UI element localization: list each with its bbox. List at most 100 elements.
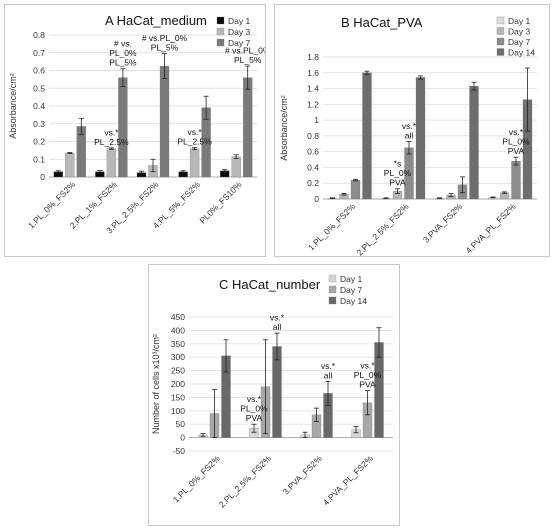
chart-b-y-tick-label: 1 (314, 115, 319, 125)
chart-c-legend-swatch (328, 285, 337, 294)
chart-a-y-tick-label: 0.4 (33, 101, 45, 111)
chart-a-legend-label: Day 3 (228, 27, 250, 37)
chart-b-bar (362, 72, 372, 200)
chart-panel-b: B HaCat_PVA 0 0.2 0.4 0.6 0.8 1 1.2 1.4 1.6 1.8 Abs… (274, 4, 550, 257)
chart-a-legend-swatch (216, 27, 225, 36)
chart-a-annotation: PL_5% (109, 58, 137, 68)
chart-a-y-tick-label: 0.1 (33, 154, 45, 164)
chart-a-annotation: PL_2.5% (177, 137, 212, 147)
chart-c-legend-swatch (328, 296, 337, 305)
chart-a-legend-label: Day 7 (228, 38, 250, 48)
chart-b-y-tick-label: 1.8 (307, 52, 319, 62)
chart-b-legend-label: Day 7 (508, 37, 530, 47)
chart-c-y-tick-label: 300 (171, 352, 185, 362)
chart-c-annotation: PL_0% (240, 404, 268, 414)
chart-b-annotation: all (405, 130, 414, 140)
chart-c-annotation: PVA (359, 380, 376, 390)
chart-b-annotation: *s (394, 159, 402, 169)
chart-b-y-tick-label: 0.2 (307, 178, 319, 188)
chart-a-annotation: # vs.PL_0% (142, 33, 188, 43)
chart-b-y-tick-label: 0.8 (307, 131, 319, 141)
chart-a-annotation: PL_5% (234, 55, 262, 65)
chart-b-svg: B HaCat_PVA 0 0.2 0.4 0.6 0.8 1 1.2 1.4 1.6 1.8 Abs… (279, 15, 537, 256)
chart-a-annotation: PL_2.5% (94, 137, 129, 147)
chart-b-y-tick-label: 0.4 (307, 162, 319, 172)
chart-c-y-tick-label: 200 (171, 379, 185, 389)
chart-a-y-tick-label: 0.5 (33, 83, 45, 93)
chart-b-x-tick-label: 2.PL_2.5%_FS2% (354, 201, 411, 256)
chart-b-annotation: PL_0% (384, 168, 412, 178)
chart-b-annotation: vs.* (509, 127, 524, 137)
chart-c-title: C HaCat_number (219, 277, 321, 292)
chart-a-bar (231, 156, 241, 178)
chart-b-legend-swatch (496, 48, 505, 56)
chart-b-bar (415, 77, 426, 200)
chart-b-legend-swatch (496, 37, 505, 46)
chart-b-annotation: PL_0% (502, 137, 530, 147)
chart-a-y-tick-label: 0.3 (33, 119, 45, 129)
chart-c-annotation: all (324, 370, 333, 380)
chart-a-annotation: PL_5% (151, 43, 179, 53)
chart-c-annotation: all (273, 322, 282, 332)
chart-panel-a: A HaCat_medium 0 0.1 0.2 0.3 0.4 0.5 0.6 0.7 0.8 A… (4, 4, 266, 257)
chart-a-bar (118, 77, 128, 178)
chart-b-legend-swatch (496, 27, 505, 35)
chart-a-annotation: vs.* (188, 127, 203, 137)
chart-c-y-tick-label: 450 (171, 312, 185, 322)
chart-c-legend-label: Day 7 (340, 285, 362, 295)
chart-a-svg: A HaCat_medium 0 0.1 0.2 0.3 0.4 0.5 0.6 0.7 0.8 A… (8, 13, 265, 236)
chart-a-bar (65, 152, 75, 178)
chart-a-y-tick-label: 0.6 (33, 66, 45, 76)
chart-a-legend-swatch (216, 16, 225, 25)
chart-b-x-tick-label: 4.PVA_PL_FS2% (464, 201, 518, 255)
chart-c-annotation: vs.* (360, 361, 375, 371)
chart-b-bar (350, 179, 361, 200)
chart-c-annotation: PL_0% (354, 370, 382, 380)
chart-b-y-axis-label: Absorbance/cm² (279, 95, 289, 161)
chart-c-annotation: vs.* (247, 394, 262, 404)
chart-a-x-tick-label: PL0%_FS10% (197, 179, 243, 225)
chart-panel-c: C HaCat_number -50 0 50 100 150 200 250 300 350 40… (148, 264, 400, 526)
chart-a-legend-swatch (216, 38, 225, 47)
chart-c-annotation: vs.* (270, 313, 285, 323)
chart-a-annotation: vs.* (104, 127, 119, 137)
chart-c-x-tick-label: 4.PVA_PL_FS2% (321, 453, 375, 507)
chart-c-y-axis-label: Number of cells x10³/cm² (151, 334, 161, 434)
chart-c-y-tick-label: 400 (171, 325, 185, 335)
chart-c-y-tick-label: 50 (176, 419, 186, 429)
chart-c-x-tick-label: 3.PVA_FS2% (281, 453, 325, 497)
chart-a-y-axis-label: Absorbance/cm² (8, 73, 18, 139)
chart-b-y-tick-label: 1.4 (307, 84, 319, 94)
chart-a-annotation: # vs. (114, 39, 132, 49)
chart-c-y-tick-label: 0 (180, 433, 185, 443)
chart-b-y-tick-label: 0.6 (307, 147, 319, 157)
chart-a-annotation: PL_0% (109, 48, 137, 58)
chart-a-bar (159, 65, 170, 178)
chart-a-y-tick-label: 0.8 (33, 30, 45, 40)
chart-a-y-tick-label: 0.7 (33, 48, 45, 58)
chart-c-svg: C HaCat_number -50 0 50 100 150 200 250 300 350 40… (151, 274, 393, 510)
chart-a-y-tick-label: 0 (40, 172, 45, 182)
chart-b-legend-label: Day 1 (508, 16, 530, 26)
chart-b-legend-swatch (496, 16, 505, 25)
chart-a-y-tick-label: 0.2 (33, 137, 45, 147)
chart-b-bar (469, 86, 479, 200)
chart-a-bar (189, 148, 200, 178)
chart-b-annotation: PVA (389, 178, 406, 188)
chart-c-x-tick-label: 1.PL_0%_FS2% (171, 453, 222, 504)
chart-c-legend-label: Day 14 (340, 296, 367, 306)
chart-c-legend-label: Day 1 (340, 274, 362, 284)
chart-b-y-tick-label: 1.6 (307, 68, 319, 78)
chart-c-x-tick-label: 2.PL_2.5%_FS2% (217, 453, 274, 510)
chart-b-y-tick-label: 1.2 (307, 99, 319, 109)
chart-b-y-tick-label: 0 (314, 194, 319, 204)
chart-a-bar (243, 77, 253, 178)
chart-b-legend-label: Day 3 (508, 27, 530, 37)
chart-b-x-tick-label: 1.PL_0%_FS2% (306, 201, 357, 252)
chart-b-title: B HaCat_PVA (341, 15, 423, 30)
chart-a-bar (106, 148, 117, 178)
chart-a-annotation: # vs.PL_0% (225, 46, 265, 56)
chart-c-y-tick-label: 350 (171, 339, 185, 349)
chart-c-y-tick-label: 100 (171, 406, 185, 416)
chart-c-annotation: PVA (246, 413, 263, 423)
